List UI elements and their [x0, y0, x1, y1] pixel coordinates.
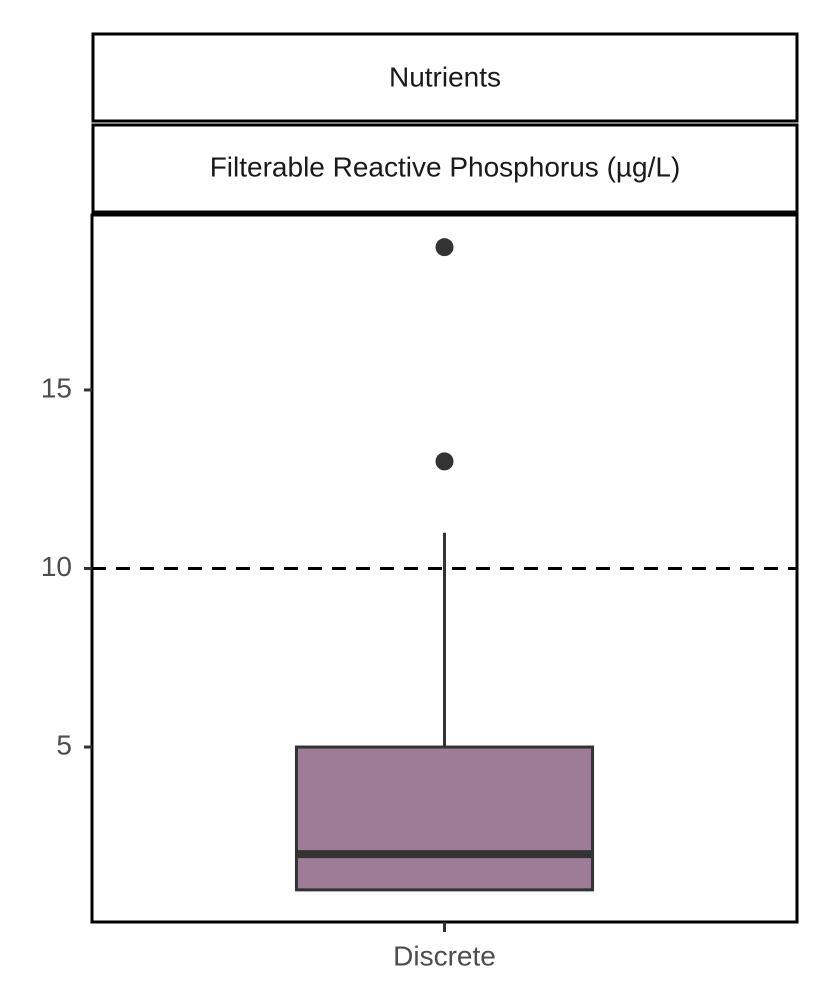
strip-box — [91, 123, 799, 214]
strip-box — [91, 32, 799, 123]
box — [294, 745, 595, 892]
x-tick-label: Discrete — [393, 940, 496, 971]
y-tick-label: 10 — [41, 551, 72, 582]
strip-label: Filterable Reactive Phosphorus (µg/L) — [210, 151, 681, 182]
outlier — [435, 238, 454, 257]
y-tick-label: 15 — [41, 372, 72, 403]
strip-label: Nutrients — [389, 61, 501, 92]
outlier — [435, 452, 454, 471]
y-tick-label: 5 — [56, 729, 72, 760]
